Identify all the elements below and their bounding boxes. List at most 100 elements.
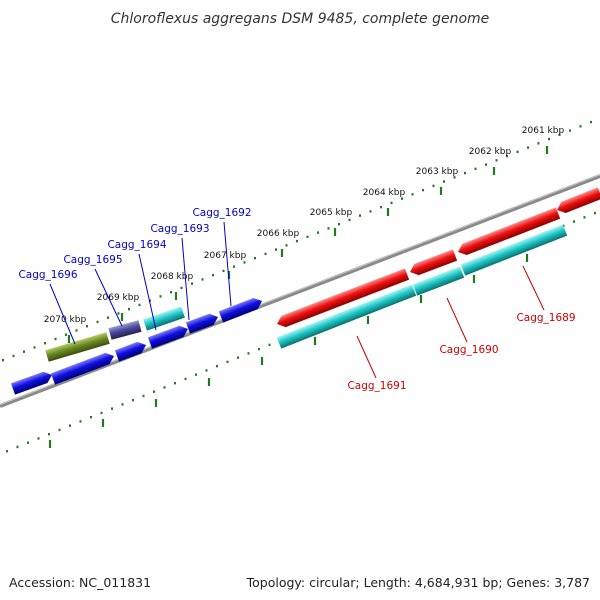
- track-dot: [348, 218, 351, 222]
- track-dot: [317, 231, 319, 234]
- track-dot: [537, 142, 540, 145]
- track-dot: [180, 286, 183, 290]
- track-dot: [33, 346, 36, 349]
- gene-label: Cagg_1690: [439, 344, 498, 356]
- gene-callouts: Cagg_1692 Cagg_1693 Cagg_1694 Cagg_1695 Cagg…: [18, 207, 575, 392]
- track-dot: [453, 176, 456, 179]
- genome-summary-text: Topology: circular; Length: 4,684,931 bp…: [246, 575, 590, 590]
- track-dot: [159, 295, 162, 298]
- track-dot: [327, 227, 330, 230]
- track-dot: [212, 273, 214, 277]
- track-dot: [90, 415, 92, 419]
- track-dot: [464, 171, 466, 175]
- map-title: Chloroflexus aggregans DSM 9485, complet…: [111, 11, 490, 27]
- gene-cagg-1691-red: [277, 268, 410, 328]
- track-dot: [23, 350, 25, 353]
- track-dot: [390, 201, 393, 205]
- upper-dotted-track: [2, 120, 592, 362]
- gene-blue-1: [10, 371, 53, 395]
- scale-tick-label: 2065 kbp: [310, 208, 353, 218]
- track-dot: [275, 248, 277, 251]
- gene-label: Cagg_1695: [63, 254, 122, 266]
- track-dot: [170, 290, 172, 294]
- track-dot: [107, 316, 109, 319]
- track-dot: [58, 428, 61, 432]
- track-dot: [2, 359, 4, 362]
- gene-label: Cagg_1691: [347, 380, 406, 392]
- track-dot: [201, 278, 204, 281]
- track-dot: [527, 146, 529, 149]
- gene-cagg-1688-red: [557, 187, 600, 214]
- track-dot: [44, 341, 46, 345]
- track-dot: [86, 324, 88, 328]
- gene-label: Cagg_1694: [107, 239, 166, 251]
- track-dot: [54, 337, 57, 341]
- gene-cagg-1693: [185, 313, 219, 334]
- gene-cagg-1689: [460, 224, 568, 276]
- track-dot: [296, 239, 298, 243]
- track-dot: [195, 373, 197, 376]
- track-dot: [100, 411, 103, 415]
- scale-tick-label: 2067 kbp: [204, 251, 247, 261]
- gene-label: Cagg_1689: [516, 312, 575, 324]
- track-dot: [222, 269, 225, 273]
- track-dot: [380, 205, 382, 209]
- gene-cagg-1695: [108, 320, 142, 340]
- gene-cagg-1690: [412, 266, 465, 296]
- track-dot: [573, 220, 575, 223]
- track-dot: [117, 312, 120, 315]
- gene-features: [10, 187, 600, 395]
- track-dot: [128, 307, 130, 311]
- track-dot: [75, 329, 78, 332]
- gene-cagg-1696: [45, 332, 110, 362]
- track-dot: [264, 252, 267, 256]
- track-dot: [258, 347, 260, 351]
- scale-tick-label: 2066 kbp: [257, 229, 300, 239]
- track-dot: [27, 441, 29, 444]
- track-dot: [142, 394, 145, 398]
- track-dot: [48, 432, 50, 436]
- scale-tick-label: 2064 kbp: [363, 188, 406, 198]
- gene-label: Cagg_1692: [192, 207, 251, 219]
- track-dot: [191, 282, 193, 285]
- track-dot: [485, 163, 487, 166]
- track-dot: [138, 303, 141, 307]
- callout-line: [49, 283, 76, 345]
- track-dot: [12, 354, 15, 358]
- gene-label: Cagg_1693: [150, 223, 209, 235]
- track-dot: [247, 352, 250, 355]
- track-dot: [338, 222, 340, 226]
- scale-tick-label: 2068 kbp: [151, 272, 194, 282]
- genome-backbone: [0, 174, 600, 408]
- track-dot: [69, 424, 71, 427]
- track-dot: [216, 364, 218, 368]
- callout-line: [446, 297, 468, 343]
- callout-line: [94, 268, 123, 327]
- track-dot: [184, 377, 187, 381]
- scale-ticks: 2061 kbp 2062 kbp 2063 kbp 2064 kbp 2065 kbp…: [44, 126, 564, 448]
- track-dot: [562, 224, 565, 228]
- callout-line: [223, 221, 232, 307]
- track-dot: [359, 214, 361, 217]
- track-dot: [237, 356, 239, 359]
- track-dot: [432, 184, 435, 188]
- track-dot: [401, 197, 403, 200]
- track-dot: [579, 125, 582, 128]
- accession-text: Accession: NC_011831: [9, 575, 151, 590]
- track-dot: [594, 211, 596, 215]
- track-dot: [149, 299, 151, 302]
- track-dot: [243, 261, 246, 264]
- track-dot: [548, 137, 550, 141]
- track-dot: [132, 398, 134, 402]
- gene-cagg-1692: [218, 297, 263, 323]
- track-dot: [422, 188, 424, 192]
- track-dot: [6, 450, 8, 453]
- track-dot: [369, 210, 372, 213]
- gene-cagg-1694: [143, 306, 185, 331]
- gene-cagg-1690-red: [410, 249, 458, 276]
- callout-line: [181, 237, 190, 321]
- scale-tick-label: 2063 kbp: [416, 167, 459, 177]
- track-dot: [79, 420, 82, 423]
